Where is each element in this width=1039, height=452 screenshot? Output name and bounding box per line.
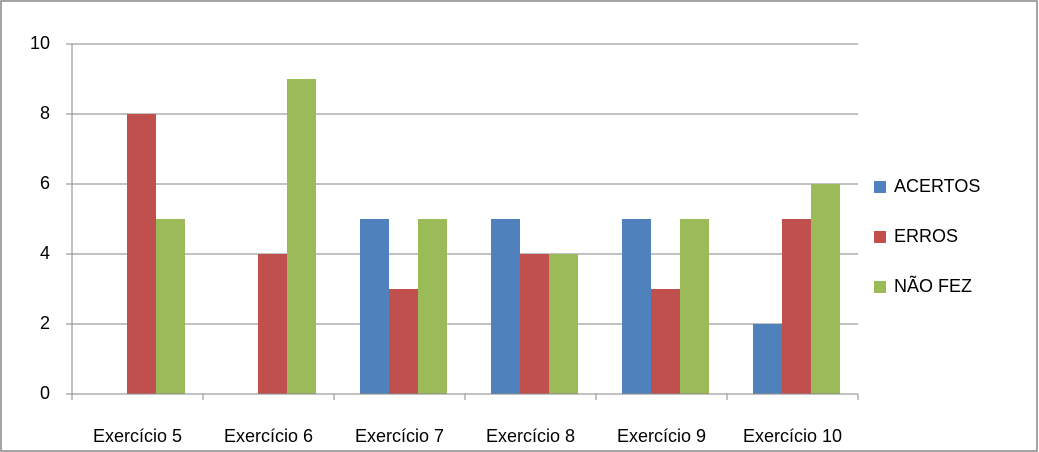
x-tick-label: Exercício 5 [93,426,182,446]
x-tick-label: Exercício 7 [355,426,444,446]
bar [418,219,447,394]
bar [651,289,680,394]
bar [622,219,651,394]
legend-swatch [874,281,886,293]
bar [258,254,287,394]
bar [156,219,185,394]
x-tick-label: Exercício 10 [743,426,842,446]
bar [680,219,709,394]
y-tick-label: 8 [40,103,50,123]
bar [491,219,520,394]
x-tick-label: Exercício 8 [486,426,575,446]
bar [127,114,156,394]
legend-swatch [874,231,886,243]
bar [811,184,840,394]
y-tick-label: 10 [30,33,50,53]
bar [520,254,549,394]
x-tick-label: Exercício 9 [617,426,706,446]
y-tick-label: 0 [40,383,50,403]
bar [782,219,811,394]
legend-swatch [874,181,886,193]
legend-label: ACERTOS [894,176,980,196]
legend-label: ERROS [894,226,958,246]
y-tick-label: 4 [40,243,50,263]
x-tick-label: Exercício 6 [224,426,313,446]
bar [360,219,389,394]
bar [287,79,316,394]
bar [549,254,578,394]
y-tick-label: 6 [40,173,50,193]
bar [389,289,418,394]
legend-label: NÃO FEZ [894,275,972,296]
bar [753,324,782,394]
y-tick-label: 2 [40,313,50,333]
